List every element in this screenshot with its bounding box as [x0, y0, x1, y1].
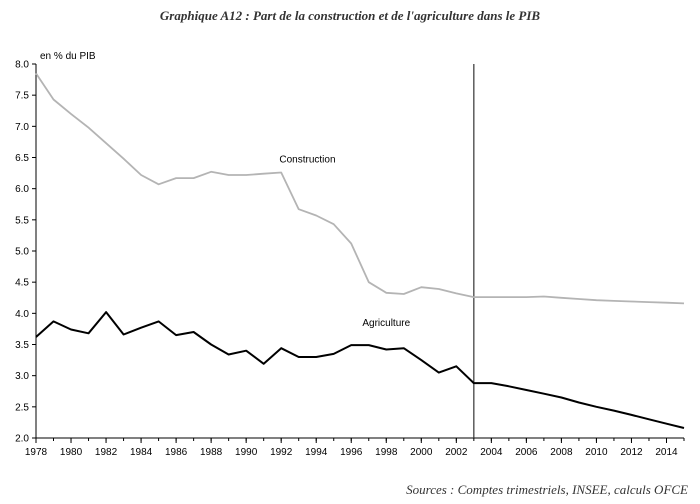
- y-tick-label: 7.0: [15, 122, 29, 133]
- y-tick-label: 2.0: [15, 434, 29, 445]
- x-tick-label: 1988: [200, 447, 223, 458]
- y-tick-label: 5.0: [15, 247, 29, 258]
- source-note: Sources : Comptes trimestriels, INSEE, c…: [406, 482, 688, 497]
- y-tick-label: 2.5: [15, 402, 29, 413]
- y-axis-label: en % du PIB: [40, 51, 96, 62]
- agriculture-series-line: [35, 311, 685, 429]
- y-tick-label: 4.0: [15, 309, 29, 320]
- y-tick-label: 6.0: [15, 184, 29, 195]
- x-tick-label: 2000: [410, 447, 433, 458]
- y-tick-label: 4.5: [15, 278, 29, 289]
- x-tick-label: 1998: [375, 447, 398, 458]
- y-tick-label: 3.0: [15, 371, 29, 382]
- agriculture-series-label: Agriculture: [362, 318, 410, 329]
- x-tick-label: 2008: [550, 447, 573, 458]
- y-tick-label: 6.5: [15, 153, 29, 164]
- x-tick-label: 2010: [585, 447, 608, 458]
- y-tick-label: 5.5: [15, 215, 29, 226]
- x-tick-label: 1990: [235, 447, 258, 458]
- chart-title: Graphique A12 : Part de la construction …: [159, 8, 541, 23]
- x-tick-label: 2014: [655, 447, 678, 458]
- x-tick-label: 1982: [95, 447, 118, 458]
- construction-series-label: Construction: [279, 154, 335, 165]
- x-tick-label: 1994: [305, 447, 328, 458]
- construction-series-line: [35, 72, 685, 305]
- x-tick-label: 1996: [340, 447, 363, 458]
- x-tick-label: 1980: [60, 447, 83, 458]
- x-tick-label: 1986: [165, 447, 188, 458]
- x-tick-label: 2004: [480, 447, 503, 458]
- y-tick-label: 3.5: [15, 340, 29, 351]
- y-tick-label: 7.5: [15, 91, 29, 102]
- x-tick-label: 1992: [270, 447, 293, 458]
- x-tick-label: 2006: [515, 447, 538, 458]
- x-tick-label: 1978: [25, 447, 48, 458]
- y-tick-label: 8.0: [15, 60, 29, 71]
- x-tick-label: 2002: [445, 447, 468, 458]
- x-tick-label: 2012: [620, 447, 643, 458]
- x-tick-label: 1984: [130, 447, 153, 458]
